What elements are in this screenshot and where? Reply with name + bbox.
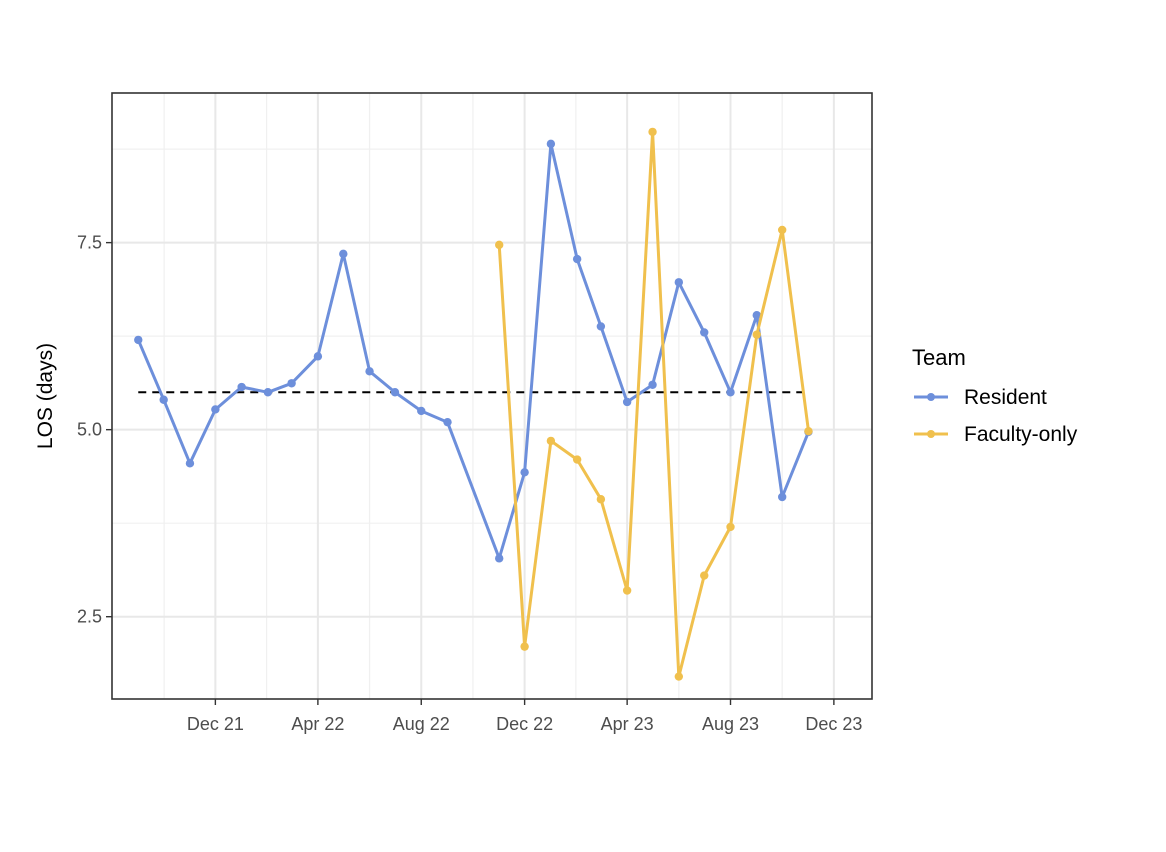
data-point-resident [237,382,246,392]
legend-item-faculty-only: Faculty-only [914,423,1078,446]
data-point-faculty-only [546,436,556,446]
data-point-faculty-only [572,455,582,464]
data-point-faculty-only [674,672,684,681]
legend-item-resident: Resident [914,386,1047,409]
data-point-resident [287,379,296,388]
legend-label-faculty-only: Faculty-only [964,423,1078,446]
x-tick-label: Aug 22 [393,714,450,734]
data-point-resident [752,311,761,320]
series-layer [134,127,813,681]
series-resident [134,139,813,563]
legend: Team Resident Faculty-only [912,345,1078,446]
data-point-resident [622,397,632,407]
data-point-faculty-only [648,127,657,137]
legend-label-resident: Resident [964,386,1047,409]
data-point-resident [390,388,400,397]
legend-title: Team [912,345,966,370]
series-line-resident [136,142,810,560]
x-tick-label: Aug 23 [702,714,759,734]
data-point-resident [211,405,220,414]
x-tick-label: Dec 21 [187,714,244,734]
data-point-faculty-only [622,586,632,595]
x-tick-label: Dec 22 [496,714,553,734]
data-point-resident [674,278,684,287]
y-axis-title: LOS (days) [34,343,57,449]
data-point-resident [443,417,452,427]
y-tick-label: 2.5 [77,607,102,627]
data-point-resident [339,249,348,259]
data-point-resident [700,328,709,337]
legend-key-point-resident [927,393,935,401]
data-point-resident [572,254,582,264]
data-point-faculty-only [700,571,709,580]
data-point-resident [495,554,504,563]
data-point-resident [648,380,657,389]
y-tick-label: 5.0 [77,420,102,440]
data-point-resident [546,139,556,149]
x-tick-label: Apr 23 [601,714,654,734]
data-point-faculty-only [520,642,529,651]
data-point-resident [726,388,735,397]
x-tick-label: Dec 23 [805,714,862,734]
data-point-resident [596,322,606,331]
major-gridlines [112,93,872,699]
data-point-faculty-only [726,522,735,532]
data-point-resident [159,395,168,404]
axis-layer: Dec 21 Apr 22 Aug 22 Dec 22 Apr 23 Aug 23 Dec … [77,233,862,734]
data-point-faculty-only [495,240,504,250]
data-point-faculty-only [804,426,813,436]
data-point-resident [263,388,273,397]
y-tick-label: 7.5 [77,233,102,253]
data-point-resident [417,406,426,416]
data-point-resident [520,468,529,477]
legend-key-point-faculty-only [927,430,935,438]
data-point-faculty-only [777,225,787,235]
data-point-resident [365,367,374,376]
plot-panel-border [111,92,873,700]
minor-gridlines [112,93,872,699]
x-tick-label: Apr 22 [291,714,344,734]
data-point-resident [777,492,787,502]
data-point-resident [134,335,143,345]
data-point-resident [185,459,195,468]
series-faculty-only [495,127,813,681]
data-point-resident [313,352,323,361]
data-point-faculty-only [596,495,606,504]
data-point-faculty-only [752,330,761,339]
